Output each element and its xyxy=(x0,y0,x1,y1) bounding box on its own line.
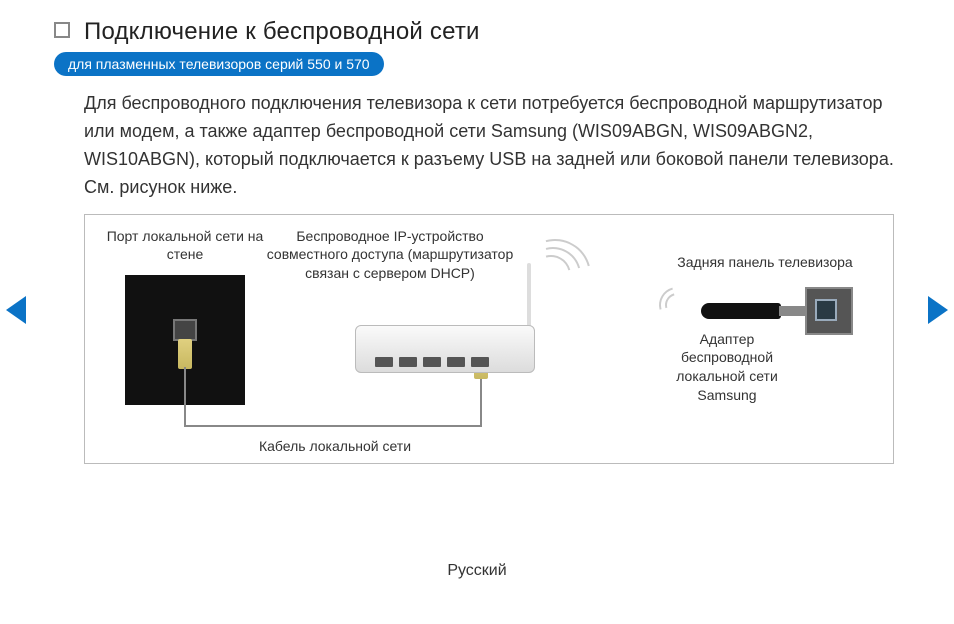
lan-cable-icon xyxy=(480,373,482,427)
connection-diagram: Порт локальной сети на стене Беспроводно… xyxy=(84,214,894,464)
model-series-badge: для плазменных телевизоров серий 550 и 5… xyxy=(54,52,384,76)
wifi-signal-icon xyxy=(652,280,701,329)
router-icon xyxy=(355,315,535,375)
tv-usb-port-icon xyxy=(815,299,837,321)
lan-plug-wall-icon xyxy=(178,339,192,369)
next-page-button[interactable] xyxy=(928,296,948,324)
router-ports-icon xyxy=(375,357,489,367)
body-paragraph: Для беспроводного подключения телевизора… xyxy=(84,90,900,202)
lan-cable-label: Кабель локальной сети xyxy=(205,437,465,456)
adapter-label: Адаптер беспроводной локальной сети Sams… xyxy=(667,330,787,406)
prev-page-button[interactable] xyxy=(6,296,26,324)
wifi-signal-icon xyxy=(506,225,604,323)
section-bullet-icon xyxy=(54,22,70,38)
lan-cable-icon xyxy=(184,367,186,427)
footer-language-label: Русский xyxy=(0,562,954,580)
lan-cable-icon xyxy=(184,425,482,427)
router-label: Беспроводное IP-устройство совместного д… xyxy=(265,227,515,284)
wireless-adapter-icon xyxy=(701,301,811,321)
tv-panel-label: Задняя панель телевизора xyxy=(645,253,885,272)
wall-jack-icon xyxy=(173,319,197,341)
wall-port-label: Порт локальной сети на стене xyxy=(105,227,265,265)
section-heading: Подключение к беспроводной сети xyxy=(84,18,480,46)
